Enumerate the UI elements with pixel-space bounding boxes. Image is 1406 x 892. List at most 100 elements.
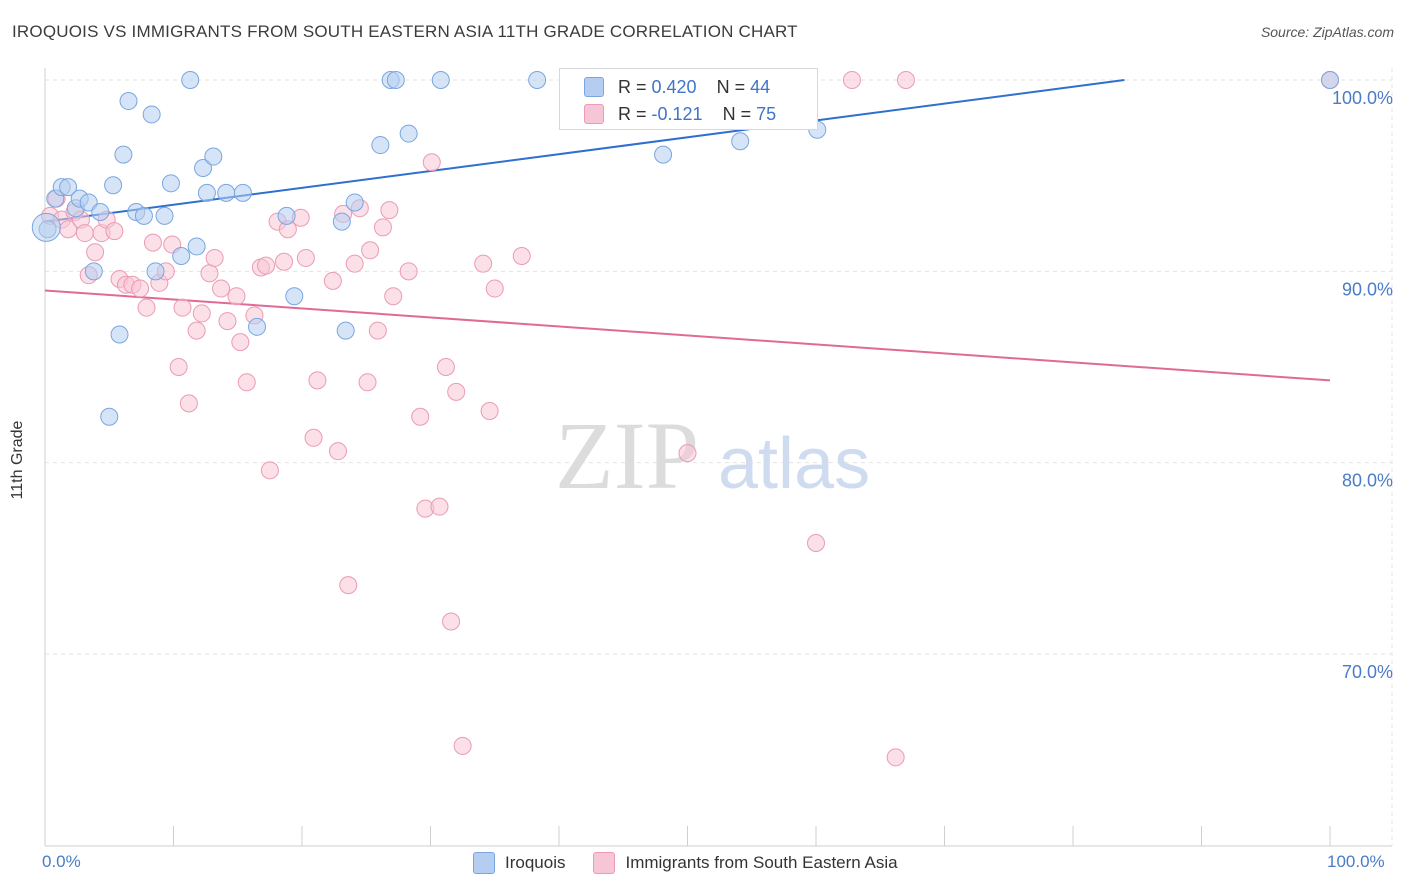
point-iroquois xyxy=(233,183,252,202)
point-iroquois xyxy=(345,193,364,212)
point-sea xyxy=(131,279,150,298)
point-sea xyxy=(886,748,905,767)
r-value-iroquois: 0.420 xyxy=(651,76,697,97)
point-sea xyxy=(422,153,441,172)
point-sea xyxy=(105,222,124,241)
point-iroquois xyxy=(277,206,296,225)
point-iroquois xyxy=(194,159,213,178)
n-label: N = xyxy=(716,76,751,97)
point-iroquois xyxy=(197,183,216,202)
point-iroquois xyxy=(91,203,110,222)
source-label: Source: ZipAtlas.com xyxy=(1260,24,1394,40)
point-iroquois xyxy=(142,105,161,124)
point-sea xyxy=(227,287,246,306)
point-sea xyxy=(447,382,466,401)
n-value-iroquois: 44 xyxy=(750,76,771,97)
point-sea xyxy=(86,243,105,262)
point-sea xyxy=(323,271,342,290)
point-sea xyxy=(212,279,231,298)
axes xyxy=(44,68,1392,847)
point-sea xyxy=(237,373,256,392)
trend-line-sea xyxy=(44,289,1331,382)
y-tick-label: 90.0% xyxy=(1342,279,1393,299)
point-sea xyxy=(512,247,531,266)
point-sea xyxy=(384,287,403,306)
point-sea xyxy=(192,304,211,323)
r-value-sea: -0.121 xyxy=(651,103,703,124)
legend-label-sea: Immigrants from South Eastern Asia xyxy=(625,853,898,872)
y-tick-labels: 100.0% 90.0% 80.0% 70.0% xyxy=(1332,88,1393,682)
point-iroquois xyxy=(172,247,191,266)
point-iroquois xyxy=(104,176,123,195)
point-sea xyxy=(480,402,499,421)
stats-swatch-sea xyxy=(584,104,604,124)
point-sea xyxy=(678,444,697,463)
y-tick-label: 70.0% xyxy=(1342,662,1393,682)
point-iroquois xyxy=(399,124,418,143)
point-iroquois xyxy=(204,147,223,166)
point-sea xyxy=(373,218,392,237)
point-sea xyxy=(807,534,825,553)
point-sea xyxy=(179,394,198,413)
point-sea xyxy=(275,252,294,271)
point-sea xyxy=(304,428,323,447)
point-sea xyxy=(380,201,399,220)
point-sea xyxy=(474,254,493,273)
watermark-zip: ZIP xyxy=(555,402,699,509)
data-points xyxy=(31,71,1339,767)
point-iroquois xyxy=(84,262,103,281)
point-iroquois xyxy=(161,174,180,193)
point-sea xyxy=(137,298,156,317)
point-sea xyxy=(260,461,279,480)
point-sea xyxy=(453,736,472,755)
point-iroquois xyxy=(371,136,390,155)
n-value-sea: 75 xyxy=(756,103,777,124)
point-iroquois xyxy=(248,317,267,336)
point-iroquois xyxy=(146,262,165,281)
r-label: R = xyxy=(618,103,652,124)
point-iroquois xyxy=(1321,71,1339,89)
point-sea xyxy=(368,321,387,340)
point-sea xyxy=(143,233,162,252)
point-sea xyxy=(296,248,315,267)
point-iroquois xyxy=(386,71,405,89)
point-iroquois xyxy=(528,71,547,89)
x-tick-min: 0.0% xyxy=(42,852,81,871)
chart-title: IROQUOIS VS IMMIGRANTS FROM SOUTH EASTER… xyxy=(12,22,798,41)
watermark-atlas: atlas xyxy=(718,424,870,504)
point-iroquois xyxy=(332,212,351,231)
legend-item-sea[interactable]: Immigrants from South Eastern Asia xyxy=(593,852,898,874)
legend-swatch-iroquois xyxy=(473,852,495,874)
stats-swatch-iroquois xyxy=(584,77,604,97)
point-iroquois xyxy=(181,71,200,89)
point-sea xyxy=(358,373,377,392)
point-sea xyxy=(436,358,455,376)
point-iroquois xyxy=(134,206,153,225)
point-iroquois xyxy=(59,178,78,197)
legend-item-iroquois[interactable]: Iroquois xyxy=(473,852,565,874)
point-iroquois xyxy=(119,92,138,111)
point-sea xyxy=(442,612,461,631)
point-iroquois xyxy=(654,145,673,164)
point-sea xyxy=(328,442,347,461)
point-sea xyxy=(485,279,504,298)
point-iroquois xyxy=(110,325,129,344)
point-sea xyxy=(308,371,327,390)
point-iroquois xyxy=(100,407,119,426)
point-sea xyxy=(218,312,237,331)
point-iroquois xyxy=(79,193,98,212)
legend-label-iroquois: Iroquois xyxy=(505,853,566,872)
stats-box: R = 0.420 N = 44 R = -0.121 N = 75 xyxy=(559,68,818,130)
y-tick-label: 100.0% xyxy=(1332,88,1393,108)
point-sea xyxy=(339,576,358,595)
point-iroquois xyxy=(114,145,133,164)
point-sea xyxy=(231,333,250,352)
point-iroquois xyxy=(431,71,450,89)
point-sea xyxy=(187,321,206,340)
point-iroquois xyxy=(155,206,174,225)
legend-swatch-sea xyxy=(593,852,616,874)
legend: Iroquois Immigrants from South Eastern A… xyxy=(473,852,926,874)
point-sea xyxy=(896,71,915,89)
point-sea xyxy=(205,248,224,267)
point-sea xyxy=(257,256,276,275)
